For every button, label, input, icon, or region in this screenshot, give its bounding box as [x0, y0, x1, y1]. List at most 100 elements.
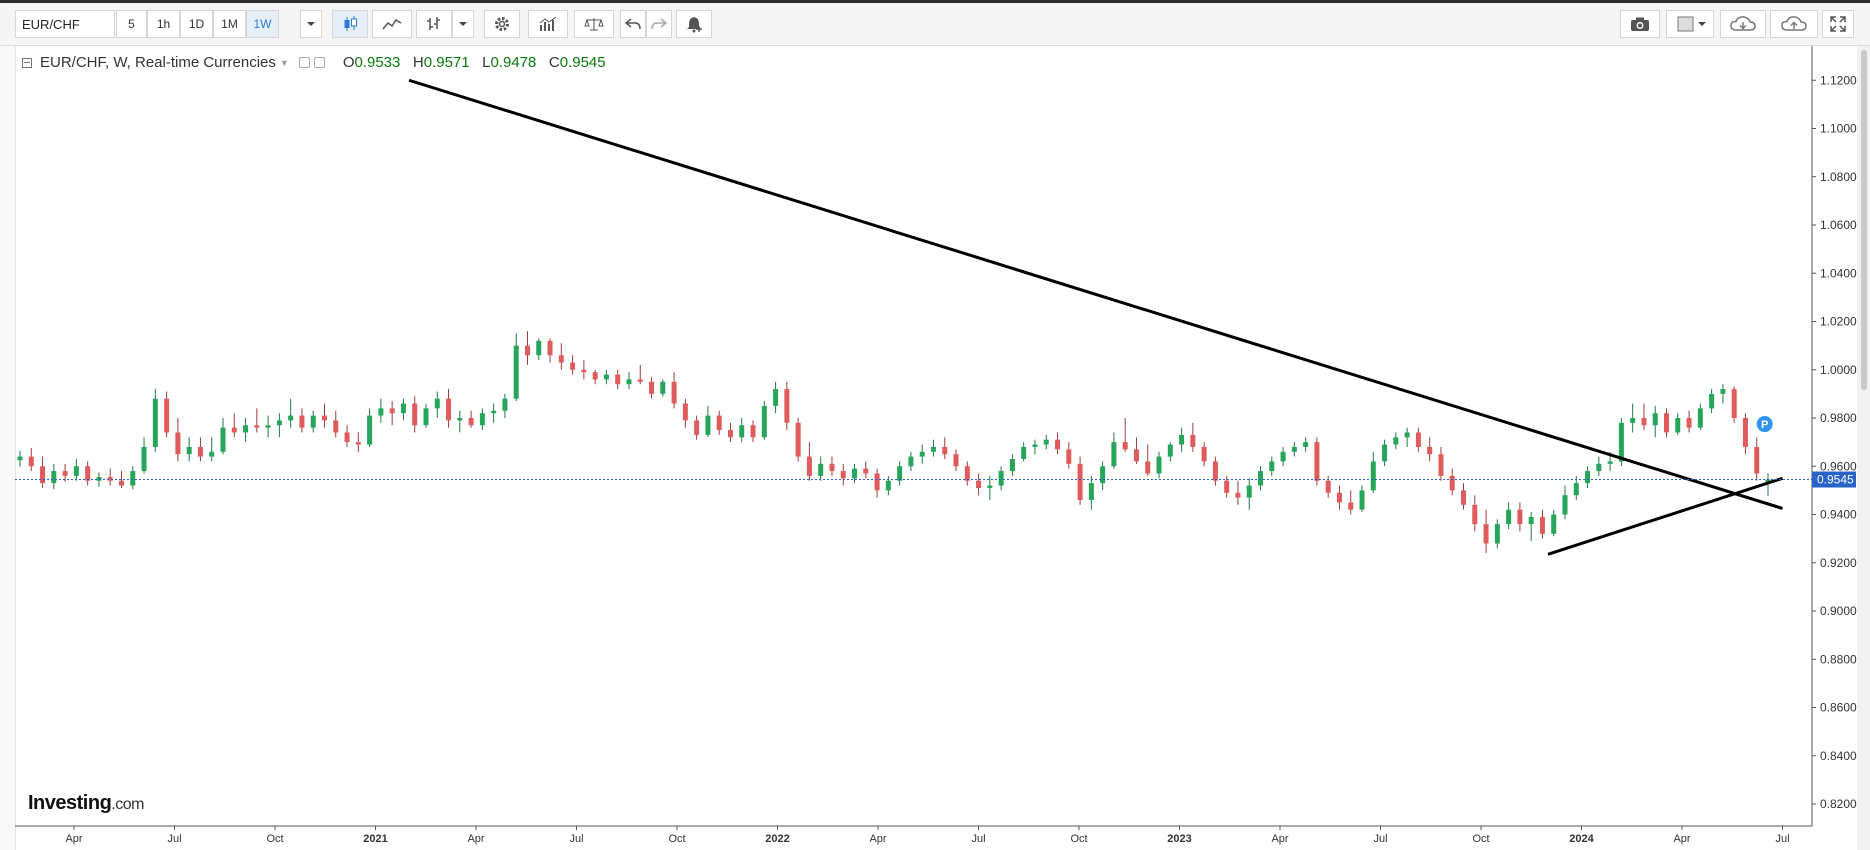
candle[interactable] [1664, 408, 1670, 438]
candle[interactable] [28, 448, 34, 472]
candle[interactable] [412, 396, 418, 433]
candle[interactable] [806, 442, 812, 481]
candle[interactable] [1494, 519, 1500, 549]
candle[interactable] [1585, 466, 1591, 488]
indicators-button[interactable] [528, 10, 568, 38]
candle[interactable] [1156, 451, 1162, 479]
candle[interactable] [784, 381, 790, 431]
candle[interactable] [209, 437, 215, 462]
interval-1h[interactable]: 1h [147, 10, 180, 38]
candle[interactable] [1742, 413, 1748, 455]
candle[interactable] [1032, 439, 1038, 455]
fullscreen-button[interactable] [1822, 10, 1854, 38]
candle[interactable] [299, 408, 305, 433]
candle[interactable] [570, 355, 576, 375]
interval-1m[interactable]: 1M [213, 10, 246, 38]
layout-button[interactable] [1666, 10, 1714, 38]
candle[interactable] [761, 401, 767, 440]
candle[interactable] [1370, 451, 1376, 493]
candle[interactable] [1517, 502, 1523, 532]
candle[interactable] [73, 459, 79, 481]
candle[interactable] [186, 437, 192, 462]
candle[interactable] [1291, 442, 1297, 457]
candle[interactable] [344, 425, 350, 447]
candle[interactable] [1709, 389, 1715, 414]
candle[interactable] [378, 398, 384, 423]
candle[interactable] [649, 376, 655, 399]
screenshot-button[interactable] [1620, 10, 1660, 38]
chart-type-line-button[interactable] [372, 10, 412, 38]
candle[interactable] [1055, 432, 1061, 455]
candle[interactable] [389, 401, 395, 426]
candle[interactable] [750, 420, 756, 443]
candle[interactable] [1201, 442, 1207, 467]
alert-button[interactable] [676, 10, 712, 38]
candle[interactable] [1336, 485, 1342, 510]
candle[interactable] [321, 403, 327, 428]
candle[interactable] [85, 461, 91, 486]
candle[interactable] [603, 369, 609, 385]
candle[interactable] [1731, 386, 1737, 423]
candle[interactable] [1393, 432, 1399, 450]
candle[interactable] [254, 408, 260, 433]
candle[interactable] [547, 338, 553, 363]
candle[interactable] [874, 468, 880, 498]
candle[interactable] [141, 437, 147, 474]
candle[interactable] [62, 463, 68, 482]
interval-1d[interactable]: 1D [180, 10, 213, 38]
candle[interactable] [592, 369, 598, 385]
candle[interactable] [51, 463, 57, 490]
candle[interactable] [919, 444, 925, 464]
candle[interactable] [1212, 456, 1218, 486]
candle[interactable] [1720, 384, 1726, 404]
settings-button[interactable] [484, 10, 520, 38]
candle[interactable] [739, 418, 745, 443]
ascending-support-trendline[interactable] [1547, 476, 1783, 556]
descending-resistance-trendline[interactable] [408, 78, 1783, 510]
candle[interactable] [1280, 446, 1286, 467]
price-marker-badge[interactable] [1756, 416, 1773, 433]
chart-type-bars-button[interactable] [416, 10, 452, 38]
candle[interactable] [840, 463, 846, 486]
candle[interactable] [694, 415, 700, 440]
candle[interactable] [40, 456, 46, 488]
candle[interactable] [1697, 403, 1703, 431]
legend-collapse-icon[interactable] [22, 57, 32, 68]
candle[interactable] [197, 437, 203, 462]
candle[interactable] [17, 450, 23, 467]
candle[interactable] [1348, 490, 1354, 515]
candle[interactable] [682, 398, 688, 428]
candle[interactable] [457, 410, 463, 433]
candle[interactable] [1066, 442, 1072, 469]
candle[interactable] [976, 473, 982, 496]
interval-dropdown[interactable] [300, 10, 322, 38]
candle[interactable] [1021, 442, 1027, 462]
candle[interactable] [536, 338, 542, 361]
candle[interactable] [333, 410, 339, 438]
candle[interactable] [1449, 468, 1455, 496]
candle[interactable] [1506, 502, 1512, 529]
candle[interactable] [479, 408, 485, 431]
candle[interactable] [987, 475, 993, 501]
redo-button[interactable] [646, 10, 672, 38]
candle[interactable] [1472, 495, 1478, 532]
candle[interactable] [1111, 432, 1117, 469]
candle[interactable] [637, 364, 643, 385]
candle[interactable] [1596, 456, 1602, 476]
candle[interactable] [243, 418, 249, 443]
interval-5[interactable]: 5 [116, 10, 147, 38]
candle[interactable] [1235, 480, 1241, 505]
candle[interactable] [446, 389, 452, 428]
candle[interactable] [863, 461, 869, 479]
candle[interactable] [671, 372, 677, 409]
candle[interactable] [118, 471, 124, 488]
candle[interactable] [1043, 434, 1049, 450]
candle[interactable] [434, 391, 440, 418]
candle[interactable] [276, 413, 282, 438]
candle[interactable] [818, 456, 824, 481]
candle[interactable] [1100, 461, 1106, 491]
candle[interactable] [795, 418, 801, 462]
candle[interactable] [660, 379, 666, 397]
candle[interactable] [1088, 475, 1094, 510]
candle[interactable] [1258, 466, 1264, 491]
